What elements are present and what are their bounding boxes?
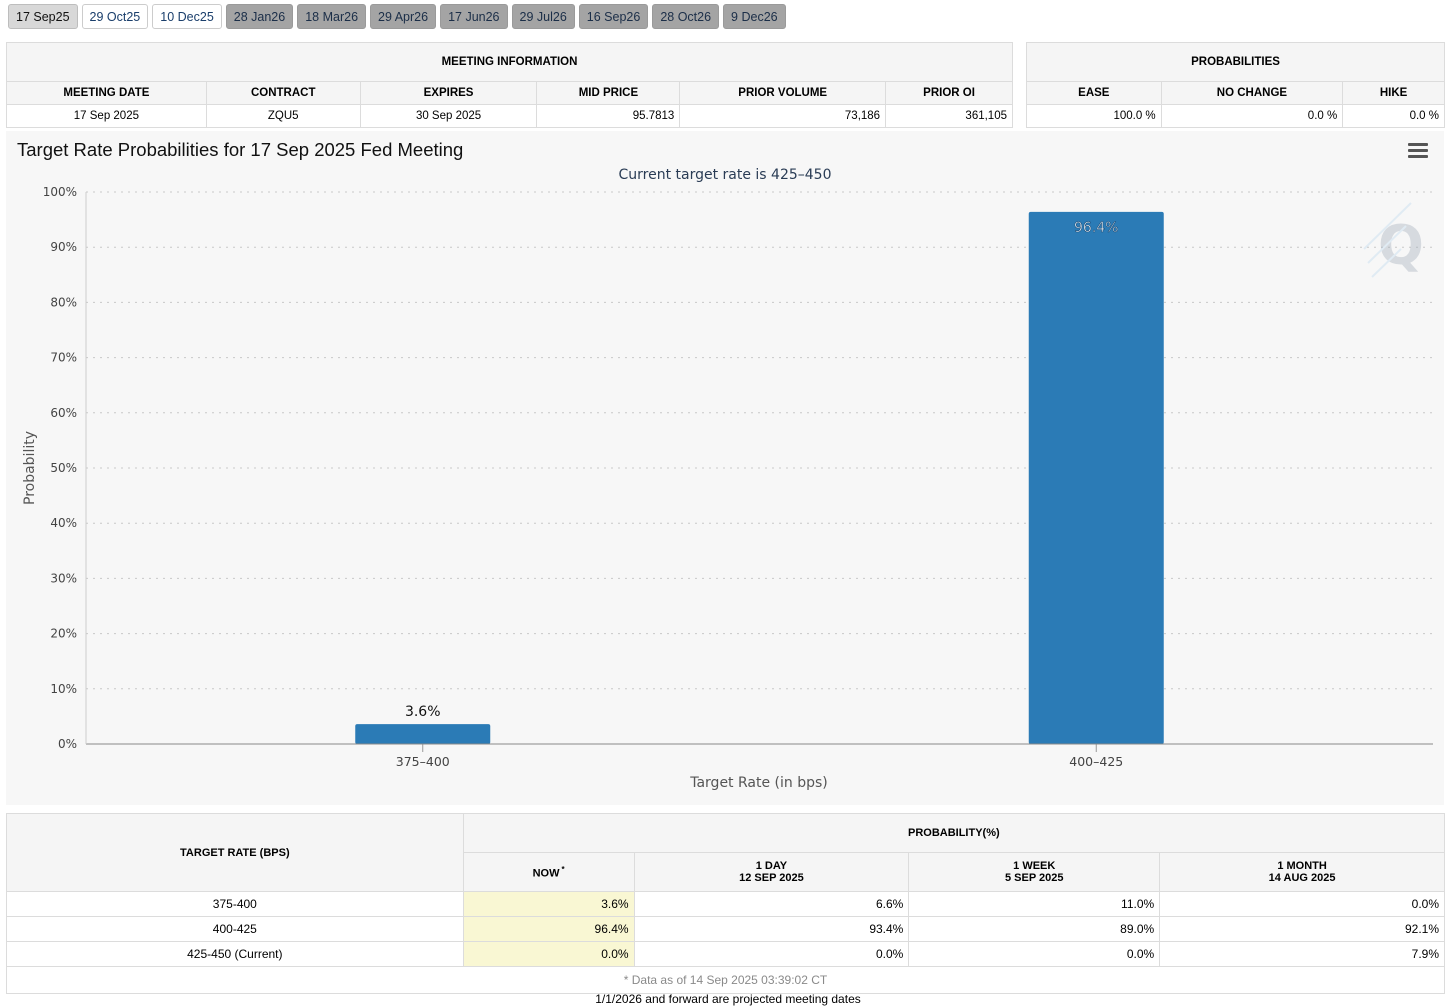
probabilities-table: PROBABILITIES EASE NO CHANGE HIKE 100.0 … (1026, 42, 1445, 128)
target-rate-header: TARGET RATE (BPS) (6, 813, 464, 892)
period-header: 1 MONTH 14 AUG 2025 (1159, 852, 1445, 892)
month-cell: 7.9% (1159, 941, 1445, 967)
table-row: 375-400 3.6% 6.6% 11.0% 0.0% (6, 891, 1445, 917)
contract-value: ZQU5 (205, 104, 361, 128)
mid-price-value: 95.7813 (536, 104, 681, 128)
tab-meeting[interactable]: 9 Dec26 (723, 4, 786, 29)
data-label: 3.6% (405, 704, 441, 720)
column-header: PRIOR OI (885, 81, 1013, 105)
y-tick-label: 0% (58, 737, 77, 751)
tab-meeting[interactable]: 16 Sep26 (578, 4, 649, 29)
meeting-date-value: 17 Sep 2025 (6, 104, 207, 128)
y-tick-label: 50% (50, 461, 77, 475)
y-tick-label: 80% (50, 295, 77, 309)
column-header: HIKE (1342, 81, 1445, 105)
y-tick-label: 40% (50, 516, 77, 530)
tab-meeting[interactable]: 18 Mar26 (297, 4, 367, 29)
rate-cell: 375-400 (6, 891, 464, 917)
hamburger-menu-icon[interactable] (1408, 143, 1428, 159)
tab-meeting[interactable]: 17 Sep25 (8, 4, 78, 29)
tab-meeting[interactable]: 29 Apr26 (370, 4, 437, 29)
column-header: EXPIRES (359, 81, 538, 105)
period-header: 1 DAY 12 SEP 2025 (633, 852, 910, 892)
chart-subtitle: Current target rate is 425–450 (618, 167, 832, 183)
q-logo-icon: Q (1363, 202, 1424, 278)
column-header: MID PRICE (536, 81, 681, 105)
y-tick-label: 20% (50, 627, 77, 641)
projected-dates-note: 1/1/2026 and forward are projected meeti… (595, 992, 861, 1006)
probability-chart: Target Rate Probabilities for 17 Sep 202… (6, 131, 1444, 805)
data-label: 96.4% (1074, 220, 1118, 236)
rate-cell: 425-450 (Current) (6, 941, 464, 967)
table-row: 100.0 % 0.0 % 0.0 % (1026, 104, 1445, 128)
week-cell: 11.0% (908, 891, 1161, 917)
x-tick-label: 375–400 (396, 754, 450, 769)
day-cell: 6.6% (633, 891, 910, 917)
rate-cell: 400-425 (6, 916, 464, 942)
tab-meeting[interactable]: 28 Oct26 (652, 4, 720, 29)
y-tick-label: 70% (50, 351, 77, 365)
now-cell: 3.6% (462, 891, 635, 917)
bar-1[interactable] (1028, 211, 1164, 744)
table-row: 425-450 (Current) 0.0% 0.0% 0.0% 7.9% (6, 941, 1445, 967)
table-row: 400-425 96.4% 93.4% 89.0% 92.1% (6, 916, 1445, 942)
column-header: EASE (1026, 81, 1162, 105)
month-cell: 0.0% (1159, 891, 1445, 917)
month-cell: 92.1% (1159, 916, 1445, 942)
column-header: PRIOR VOLUME (679, 81, 887, 105)
probability-header: PROBABILITY(%) (462, 813, 1446, 853)
period-header: 1 WEEK 5 SEP 2025 (908, 852, 1161, 892)
y-tick-label: 60% (50, 406, 77, 420)
week-cell: 0.0% (908, 941, 1161, 967)
column-header: CONTRACT (205, 81, 361, 105)
tab-meeting[interactable]: 29 Jul26 (511, 4, 575, 29)
expires-value: 30 Sep 2025 (359, 104, 538, 128)
chart-canvas: 0% 10% 20% 30% 40% 50% 60% 70% 80% 90% 100% 3.6% 96… (22, 185, 1433, 791)
now-header: NOW * (462, 852, 635, 892)
y-tick-label: 10% (50, 682, 77, 696)
column-header: MEETING DATE (6, 81, 207, 105)
data-timestamp-footnote: * Data as of 14 Sep 2025 03:39:02 CT (6, 966, 1445, 994)
probabilities-header: PROBABILITIES (1026, 42, 1445, 82)
chart-title: Target Rate Probabilities for 17 Sep 202… (17, 139, 464, 160)
tab-meeting[interactable]: 17 Jun26 (440, 4, 508, 29)
prior-oi-value: 361,105 (885, 104, 1013, 128)
tab-meeting[interactable]: 28 Jan26 (225, 4, 294, 29)
now-cell: 96.4% (462, 916, 635, 942)
hike-value: 0.0 % (1342, 104, 1445, 128)
y-tick-label: 30% (50, 571, 77, 585)
meeting-info-table: MEETING INFORMATION MEETING DATE CONTRAC… (6, 42, 1013, 128)
x-axis-label: Target Rate (in bps) (689, 775, 828, 791)
day-cell: 93.4% (633, 916, 910, 942)
ease-value: 100.0 % (1026, 104, 1162, 128)
tab-meeting[interactable]: 10 Dec25 (152, 4, 222, 29)
day-cell: 0.0% (633, 941, 910, 967)
x-tick-label: 400–425 (1069, 754, 1123, 769)
bar-0[interactable] (355, 724, 491, 744)
prior-volume-value: 73,186 (679, 104, 887, 128)
tab-meeting[interactable]: 29 Oct25 (81, 4, 149, 29)
y-tick-label: 90% (50, 240, 77, 254)
probability-history-table: TARGET RATE (BPS) PROBABILITY(%) NOW * 1 … (6, 813, 1446, 994)
y-axis-label: Probability (22, 431, 38, 505)
y-tick-label: 100% (43, 185, 77, 199)
week-cell: 89.0% (908, 916, 1161, 942)
no-change-value: 0.0 % (1160, 104, 1344, 128)
meeting-info-header: MEETING INFORMATION (6, 42, 1013, 82)
svg-text:Q: Q (1378, 214, 1424, 277)
now-cell: 0.0% (462, 941, 635, 967)
column-header: NO CHANGE (1160, 81, 1344, 105)
meeting-tabs: 17 Sep25 29 Oct25 10 Dec25 28 Jan26 18 M… (8, 4, 786, 31)
table-row: 17 Sep 2025 ZQU5 30 Sep 2025 95.7813 73,… (6, 104, 1013, 128)
